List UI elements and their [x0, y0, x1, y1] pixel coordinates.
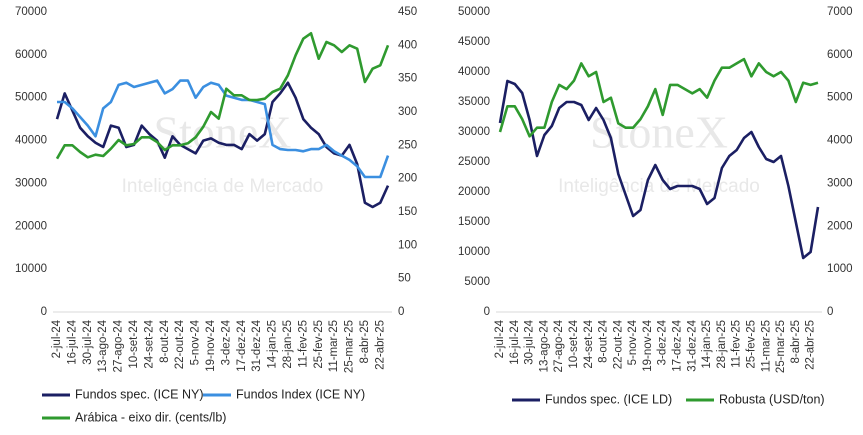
x-tick-label: 22-abr-25 [374, 320, 386, 370]
x-tick-label: 24-set-24 [143, 319, 155, 368]
x-tick-label: 31-dez-24 [686, 319, 698, 371]
line-series [498, 79, 820, 260]
x-tick-label: 28-jan-25 [716, 320, 728, 369]
y2-tick-label: 7000 [827, 6, 853, 18]
y2-tick-label: 350 [398, 73, 417, 85]
x-tick-label: 27-ago-24 [113, 319, 125, 372]
y2-tick-label: 2000 [827, 220, 853, 232]
y-tick-label: 10000 [15, 263, 47, 275]
line-series [57, 79, 390, 179]
line-series [55, 31, 390, 160]
x-tick-label: 16-jul-24 [509, 319, 521, 364]
y2-tick-label: 450 [398, 6, 417, 18]
y-tick-label: 50000 [458, 6, 490, 18]
y-tick-label: 0 [41, 306, 47, 318]
x-tick-label: 3-dez-24 [657, 319, 669, 365]
x-tick-label: 11-fev-25 [731, 320, 743, 368]
x-tick-label: 22-abr-25 [805, 320, 817, 370]
y-tick-label: 5000 [464, 276, 490, 288]
watermark-subtitle: Inteligência de Mercado [122, 176, 324, 197]
y-tick-label: 30000 [15, 177, 47, 189]
x-tick-label: 25-mar-25 [344, 320, 356, 373]
y2-tick-label: 4000 [827, 135, 853, 147]
x-tick-label: 11-mar-25 [328, 320, 340, 372]
y-tick-label: 50000 [15, 92, 47, 104]
y-tick-label: 25000 [458, 156, 490, 168]
line-series [55, 81, 390, 209]
y-tick-label: 20000 [15, 220, 47, 232]
x-tick-label: 5-nov-24 [627, 319, 639, 365]
x-tick-label: 30-jul-24 [524, 319, 536, 364]
x-tick-label: 17-dez-24 [236, 319, 248, 371]
y-tick-label: 15000 [458, 216, 490, 228]
y2-tick-label: 150 [398, 206, 417, 218]
x-tick-label: 3-dez-24 [220, 319, 232, 365]
watermark-subtitle: Inteligência de Mercado [558, 176, 760, 197]
x-tick-label: 17-dez-24 [672, 319, 684, 371]
y2-tick-label: 300 [398, 106, 417, 118]
x-tick-label: 22-out-24 [174, 319, 186, 369]
x-tick-label: 11-fev-25 [297, 320, 309, 368]
y-tick-label: 35000 [458, 96, 490, 108]
x-tick-label: 31-dez-24 [251, 319, 263, 371]
x-tick-label: 14-jan-25 [701, 320, 713, 369]
legend-label: Fundos spec. (ICE LD) [545, 392, 672, 406]
watermark: StoneX [590, 107, 728, 158]
x-tick-label: 27-ago-24 [553, 319, 565, 372]
x-tick-label: 28-jan-25 [282, 320, 294, 369]
y-tick-label: 60000 [15, 49, 47, 61]
y2-tick-label: 50 [398, 273, 411, 285]
y-tick-label: 0 [484, 306, 490, 318]
legend-label: Fundos spec. (ICE NY) [75, 387, 204, 401]
x-tick-label: 11-mar-25 [760, 320, 772, 372]
y-tick-label: 10000 [458, 246, 490, 258]
y2-tick-label: 6000 [827, 49, 853, 61]
x-tick-label: 19-nov-24 [642, 319, 654, 371]
x-tick-label: 30-jul-24 [82, 319, 94, 364]
x-tick-label: 22-out-24 [612, 319, 624, 369]
x-tick-label: 2-jul-24 [494, 319, 506, 358]
x-tick-label: 2-jul-24 [51, 319, 63, 358]
x-tick-label: 13-ago-24 [538, 319, 550, 372]
x-tick-label: 13-ago-24 [97, 319, 109, 372]
x-tick-label: 8-out-24 [598, 319, 610, 362]
y-tick-label: 20000 [458, 186, 490, 198]
y-tick-label: 40000 [15, 135, 47, 147]
x-tick-label: 19-nov-24 [205, 319, 217, 371]
x-tick-label: 10-set-24 [128, 319, 140, 368]
x-tick-label: 5-nov-24 [190, 319, 202, 365]
y-tick-label: 70000 [15, 6, 47, 18]
x-tick-label: 25-mar-25 [775, 320, 787, 373]
y-tick-label: 45000 [458, 36, 490, 48]
x-tick-label: 24-set-24 [583, 319, 595, 368]
y2-tick-label: 3000 [827, 177, 853, 189]
x-tick-label: 10-set-24 [568, 319, 580, 368]
legend-label: Fundos Index (ICE NY) [236, 387, 365, 401]
y2-tick-label: 0 [827, 306, 833, 318]
y2-tick-label: 0 [398, 306, 404, 318]
y2-tick-label: 5000 [827, 92, 853, 104]
line-series [498, 57, 819, 138]
y2-tick-label: 200 [398, 173, 417, 185]
y-tick-label: 30000 [458, 126, 490, 138]
y2-tick-label: 1000 [827, 263, 853, 275]
x-tick-label: 8-out-24 [159, 319, 171, 362]
legend-label: Arábica - eixo dir. (cents/lb) [75, 410, 226, 424]
y2-tick-label: 250 [398, 139, 417, 151]
x-tick-label: 25-fev-25 [745, 320, 757, 369]
legend-label: Robusta (USD/ton) [719, 392, 825, 406]
x-tick-label: 25-fev-25 [313, 320, 325, 369]
x-tick-label: 14-jan-25 [267, 320, 279, 369]
y-tick-label: 40000 [458, 66, 490, 78]
x-tick-label: 8-abr-25 [790, 320, 802, 363]
x-tick-label: 16-jul-24 [66, 319, 78, 364]
y2-tick-label: 400 [398, 39, 417, 51]
x-tick-label: 8-abr-25 [359, 320, 371, 363]
y2-tick-label: 100 [398, 239, 417, 251]
